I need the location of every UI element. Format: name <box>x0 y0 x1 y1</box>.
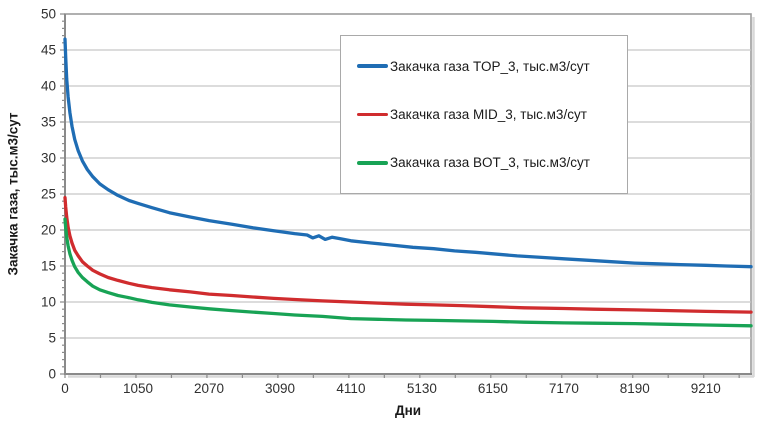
y-tick-label: 50 <box>41 7 56 22</box>
y-tick-label: 40 <box>41 79 56 94</box>
y-axis-title: Закачка газа, тыс.м3/сут <box>5 112 21 276</box>
x-tick-label: 6150 <box>478 381 508 396</box>
x-tick-label: 1050 <box>123 381 153 396</box>
y-tick-label: 45 <box>41 43 56 58</box>
y-tick-label: 35 <box>41 115 56 130</box>
legend-line-swatch-top3 <box>357 64 388 68</box>
y-tick-label: 10 <box>41 295 56 310</box>
legend-entry-top3: Закачка газа TOP_3, тыс.м3/сут <box>357 59 623 74</box>
legend-entry-mid3: Закачка газа MID_3, тыс.м3/сут <box>357 107 623 122</box>
y-tick-label: 30 <box>41 151 56 166</box>
legend-label-mid3: Закачка газа MID_3, тыс.м3/сут <box>390 106 587 122</box>
x-tick-label: 3090 <box>265 381 295 396</box>
x-tick-label: 7170 <box>549 381 579 396</box>
y-tick-label: 25 <box>41 187 56 202</box>
y-tick-label: 20 <box>41 223 56 238</box>
legend-line-swatch-mid3 <box>357 112 388 117</box>
x-tick-label: 5130 <box>407 381 437 396</box>
x-tick-label: 2070 <box>194 381 224 396</box>
y-tick-label: 0 <box>48 367 56 382</box>
y-tick-label: 15 <box>41 259 56 274</box>
series-line-1 <box>63 195 753 314</box>
x-tick-label: 8190 <box>620 381 650 396</box>
chart-legend: Закачка газа TOP_3, тыс.м3/сут Закачка г… <box>340 35 628 194</box>
x-tick-label: 4110 <box>336 381 365 396</box>
legend-line-swatch-bot3 <box>357 161 388 165</box>
x-tick-label: 9210 <box>691 381 721 396</box>
series-line-0 <box>63 37 753 269</box>
x-tick-label: 0 <box>61 381 69 396</box>
y-tick-label: 5 <box>48 331 56 346</box>
x-axis-title: Дни <box>394 403 422 418</box>
legend-label-bot3: Закачка газа BOT_3, тыс.м3/сут <box>390 155 590 171</box>
series-line-2 <box>63 217 753 328</box>
legend-entry-bot3: Закачка газа BOT_3, тыс.м3/сут <box>357 155 623 170</box>
legend-label-top3: Закачка газа TOP_3, тыс.м3/сут <box>390 58 590 74</box>
